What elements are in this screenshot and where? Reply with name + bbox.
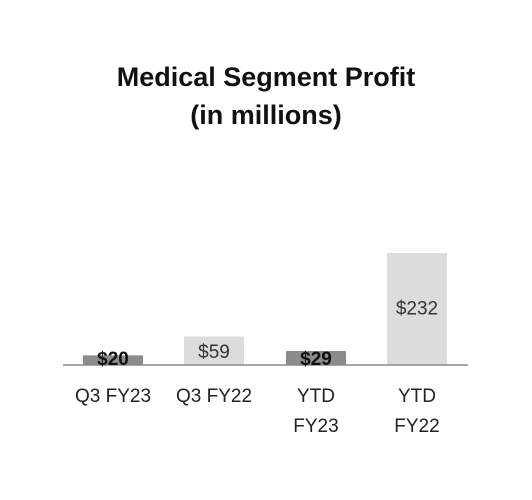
data-label-3: $232	[396, 299, 438, 320]
bar-0	[83, 355, 143, 365]
x-tick-label-1-line1: Q3 FY22	[176, 386, 252, 407]
x-tick-label-3-line2: FY22	[394, 416, 439, 437]
chart-title-line2: (in millions)	[190, 100, 342, 130]
bar-2	[286, 351, 346, 365]
x-tick-label-0-line1: Q3 FY23	[75, 386, 151, 407]
data-label-group: $20 $59 $29 $232	[97, 299, 438, 370]
x-tick-label-2-line1: YTD	[297, 386, 335, 407]
bar-3	[387, 253, 447, 365]
x-tick-label-3-line1: YTD	[398, 386, 436, 407]
data-label-1: $59	[198, 342, 230, 363]
chart-title-line1: Medical Segment Profit	[117, 62, 416, 92]
data-label-0: $20	[97, 349, 129, 370]
x-tick-label-2-line2: FY23	[293, 416, 338, 437]
data-label-2: $29	[300, 349, 332, 370]
bar-1	[184, 336, 244, 365]
x-tick-group: Q3 FY23 Q3 FY22 YTD FY23 YTD FY22	[75, 386, 440, 437]
bar-group	[83, 253, 447, 365]
